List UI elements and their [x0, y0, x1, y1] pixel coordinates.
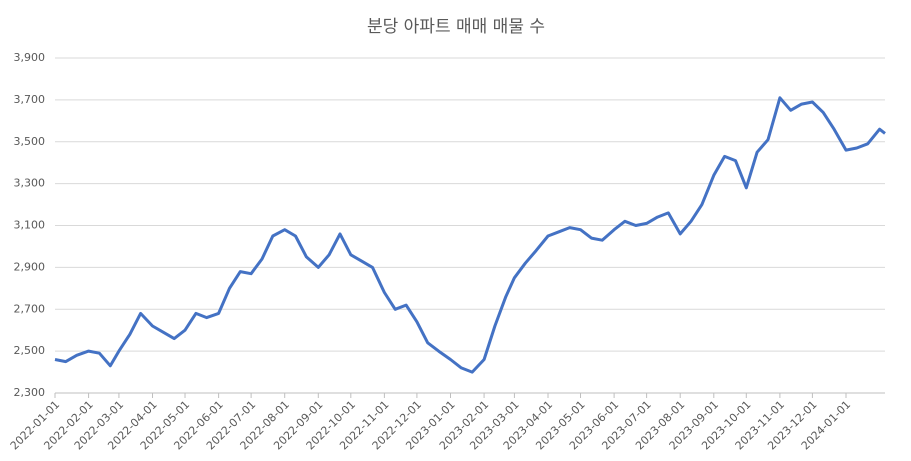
line-series: [54, 96, 886, 374]
y-tick-label: 3,900: [14, 51, 46, 64]
y-tick-label: 3,500: [14, 135, 46, 148]
y-tick-label: 2,300: [14, 386, 46, 399]
y-tick-label: 2,900: [14, 260, 46, 273]
chart-title: 분당 아파트 매매 매물 수: [367, 17, 545, 37]
y-tick-label: 3,700: [14, 93, 46, 106]
y-tick-label: 3,300: [14, 177, 46, 190]
y-tick-label: 3,100: [14, 219, 46, 232]
y-tick-label: 2,700: [14, 302, 46, 315]
y-tick-label: 2,500: [14, 344, 46, 357]
